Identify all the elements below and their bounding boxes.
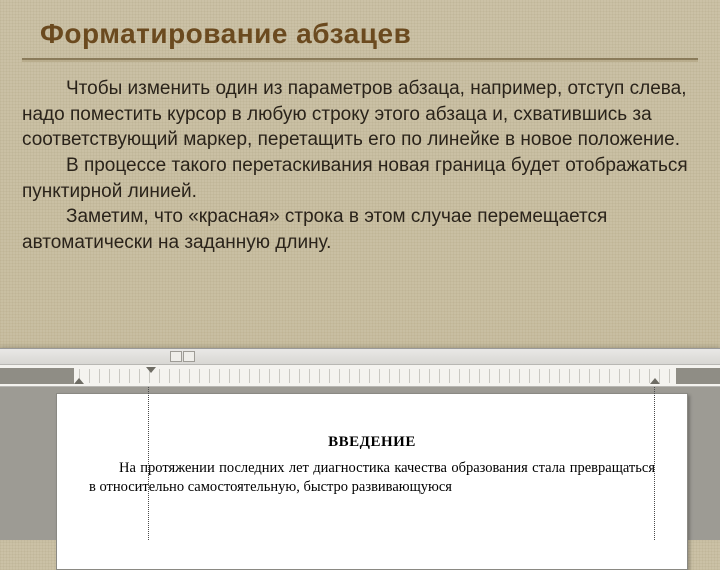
- document-workspace: ВВЕДЕНИЕ На протяжении последних лет диа…: [0, 387, 720, 540]
- slide-title: Форматирование абзацев: [0, 0, 720, 58]
- title-divider: [22, 58, 698, 62]
- word-screenshot: ВВЕДЕНИЕ На протяжении последних лет диа…: [0, 348, 720, 540]
- right-indent-marker[interactable]: [650, 378, 660, 384]
- doc-paragraph: На протяжении последних лет диагностика …: [89, 459, 655, 497]
- paragraph-2: В процессе такого перетаскивания новая г…: [22, 153, 698, 204]
- ruler-margin-right: [676, 368, 720, 384]
- drag-guide-left: [148, 387, 149, 540]
- left-indent-marker[interactable]: [74, 378, 84, 384]
- paragraph-1-text: Чтобы изменить один из параметров абзаца…: [22, 78, 687, 150]
- toolbar-strip: [0, 349, 720, 365]
- paragraph-2-text: В процессе такого перетаскивания новая г…: [22, 155, 688, 202]
- paragraph-3: Заметим, что «красная» строка в этом слу…: [22, 204, 698, 255]
- doc-heading: ВВЕДЕНИЕ: [89, 434, 655, 451]
- slide-body: Чтобы изменить один из параметров абзаца…: [0, 76, 720, 255]
- ruler-margin-left: [0, 368, 74, 384]
- doc-paragraph-text: На протяжении последних лет диагностика …: [89, 460, 655, 495]
- drag-guide-right: [654, 387, 655, 540]
- toolbar-button-icon[interactable]: [183, 351, 195, 362]
- first-line-indent-marker[interactable]: [146, 367, 156, 373]
- paragraph-3-text: Заметим, что «красная» строка в этом слу…: [22, 206, 607, 253]
- toolbar-button-icon[interactable]: [170, 351, 182, 362]
- paragraph-1: Чтобы изменить один из параметров абзаца…: [22, 76, 698, 153]
- horizontal-ruler[interactable]: [0, 365, 720, 387]
- document-page[interactable]: ВВЕДЕНИЕ На протяжении последних лет диа…: [56, 393, 688, 570]
